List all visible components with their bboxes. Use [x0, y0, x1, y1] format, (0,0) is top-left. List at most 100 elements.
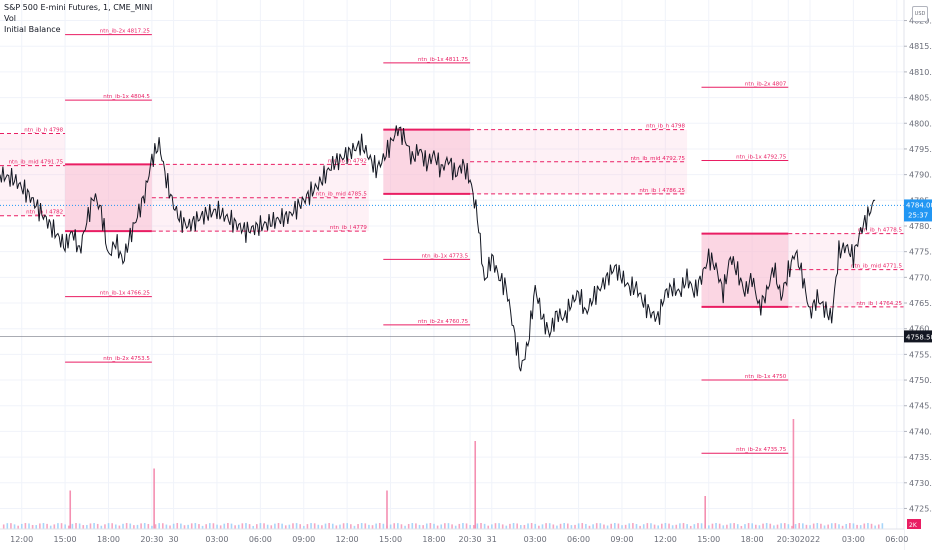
volume-bar [129, 523, 132, 529]
volume-bar [852, 523, 855, 529]
volume-bar [566, 523, 569, 529]
current-price-tag [904, 199, 932, 222]
volume-bar [17, 525, 19, 529]
volume-bar [505, 525, 508, 529]
volume-bar [324, 523, 327, 529]
reference-price-tag [904, 330, 932, 343]
volume-bar [736, 524, 739, 529]
ib-level-label: ntn_ib_h 4798 [24, 128, 63, 134]
volume-bar [194, 523, 197, 529]
volume-bar [530, 523, 533, 529]
volume-bar [13, 524, 16, 529]
volume-bar [133, 525, 135, 529]
ib-level-label: ntn_ib_l 4764.25 [856, 301, 902, 307]
price-reference-lines [0, 204, 904, 337]
volume-bar [147, 523, 150, 529]
volume-bar [10, 523, 12, 529]
volume-bar [501, 524, 504, 529]
volume-bar [447, 523, 450, 529]
volume-bar [592, 524, 594, 529]
volume-bar [256, 524, 258, 529]
volume-bar [415, 523, 417, 529]
time-axis[interactable]: 12:00 15:00 18:00 20:30 30 03:00 06:00 09:00 12:… [0, 528, 908, 550]
volume-bar [335, 525, 338, 529]
volume-bar [71, 523, 74, 529]
volume-bar [371, 525, 374, 529]
price-tick-label: 4750.00 [909, 376, 932, 385]
ib-level-label: ntn_ib_l 4782 [26, 210, 63, 216]
volume-bar [122, 523, 124, 529]
bar-countdown-label: 25:37 [908, 211, 928, 219]
volume-bar [570, 525, 573, 529]
volume-bar [425, 523, 428, 529]
time-tick-label: 31 [487, 535, 497, 544]
volume-bar [816, 523, 819, 529]
volume-bar [187, 524, 189, 529]
time-tick-label: 12:00 [336, 535, 359, 544]
volume-bar [357, 524, 359, 529]
ib-level-label: ntn_ib_l 4779 [330, 225, 367, 231]
volume-bar [306, 524, 309, 529]
volume-indicator-label[interactable]: Vol [4, 14, 16, 23]
volume-bar [476, 523, 479, 529]
ib-level-label: ntn_ib_h 4798 [646, 124, 685, 130]
volume-bar [610, 523, 612, 529]
volume-bar [755, 524, 757, 529]
volume-bar [856, 524, 858, 529]
volume-bar [353, 525, 356, 529]
volume-bar [480, 523, 482, 529]
currency-badge[interactable]: USD [912, 6, 928, 22]
price-axis[interactable]: 4725.00 4730.00 4735.00 4740.00 4745.00 4750.… [903, 0, 932, 550]
time-tick-label: 20:30 [777, 535, 800, 544]
volume-bar [313, 523, 316, 529]
volume-bar [574, 524, 576, 529]
volume-bar [798, 523, 801, 529]
volume-badge-label: 2K [909, 522, 918, 529]
volume-bar [96, 523, 99, 529]
volume-bar [541, 524, 544, 529]
volume-bar [42, 523, 45, 529]
volume-bar [639, 525, 641, 529]
volume-bar [89, 523, 92, 529]
time-tick-label: 09:00 [610, 535, 633, 544]
volume-bar [559, 523, 562, 529]
current-price-label: 4784.00 [906, 201, 932, 209]
volume-bar [588, 525, 591, 529]
volume-bar [321, 525, 323, 529]
volume-bar [585, 523, 587, 529]
volume-bar [288, 524, 291, 529]
ib-level-label: ntn_ib-2x 4760.75 [418, 319, 469, 325]
price-tick-label: 4745.00 [909, 402, 932, 411]
time-tick-label: 15:00 [697, 535, 720, 544]
volume-bar [483, 523, 486, 529]
initial-balance-indicator-label[interactable]: Initial Balance [4, 25, 61, 34]
time-tick-label: 20:30 [459, 535, 482, 544]
ib-level-label: ntn_ib-1x 4766.25 [100, 291, 151, 297]
reference-price-label: 4758.50 [906, 333, 932, 341]
volume-bar [180, 523, 182, 529]
volume-bar [209, 523, 211, 529]
volume-bar [440, 524, 443, 529]
volume-bar [230, 523, 233, 529]
time-tick-label: 15:00 [54, 535, 77, 544]
volume-bar [342, 523, 345, 529]
volume-bar [758, 525, 761, 529]
volume-bar [548, 523, 551, 529]
price-tick-label: 4775.00 [909, 248, 932, 257]
volume-bar [360, 523, 363, 529]
price-tick-label: 4805.00 [909, 94, 932, 103]
volume-bar [400, 524, 403, 529]
volume-bar [617, 523, 620, 529]
time-tick-label: 06:00 [567, 535, 590, 544]
time-tick-label: 2022 [800, 535, 820, 544]
volume-bar [346, 523, 349, 529]
volume-bar [780, 523, 782, 529]
volume-bar [263, 523, 265, 529]
volume-badge [907, 519, 921, 529]
volume-bar [328, 523, 330, 529]
volume-bar [2, 524, 5, 529]
price-tick-label: 4815.00 [909, 42, 932, 51]
volume-bar [24, 523, 27, 529]
volume-bar [161, 523, 164, 529]
